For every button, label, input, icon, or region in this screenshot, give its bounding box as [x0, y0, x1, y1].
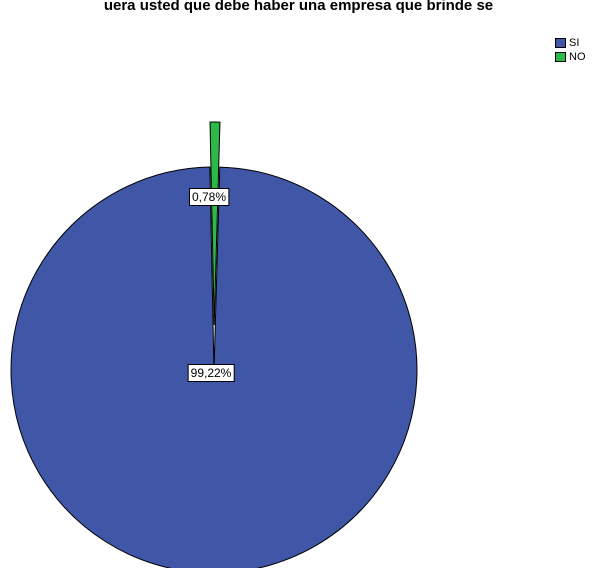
data-label-no-box	[188, 188, 230, 206]
pie-slice-no	[209, 121, 221, 326]
pie-data-labels: 99,22% 0,78%	[187, 188, 235, 382]
chart-title-text: uera usted que debe haber una empresa qu…	[103, 0, 494, 14]
data-label-si-box	[187, 364, 235, 382]
data-label-si-text: 99,22%	[191, 366, 232, 380]
legend: SI NO	[555, 36, 586, 64]
pie-slices	[10, 121, 418, 568]
legend-item-si: SI	[555, 36, 586, 50]
data-label-no: 0,78%	[188, 188, 230, 206]
data-label-no-text: 0,78%	[192, 190, 226, 204]
legend-swatch-si	[555, 38, 566, 48]
chart-title: uera usted que debe haber una empresa qu…	[0, 0, 597, 16]
data-label-si: 99,22%	[187, 364, 235, 382]
legend-swatch-no	[555, 52, 566, 62]
pie-slice-si	[10, 166, 418, 568]
legend-item-no: NO	[555, 50, 586, 64]
legend-label-si: SI	[569, 37, 580, 49]
legend-label-no: NO	[569, 51, 586, 63]
